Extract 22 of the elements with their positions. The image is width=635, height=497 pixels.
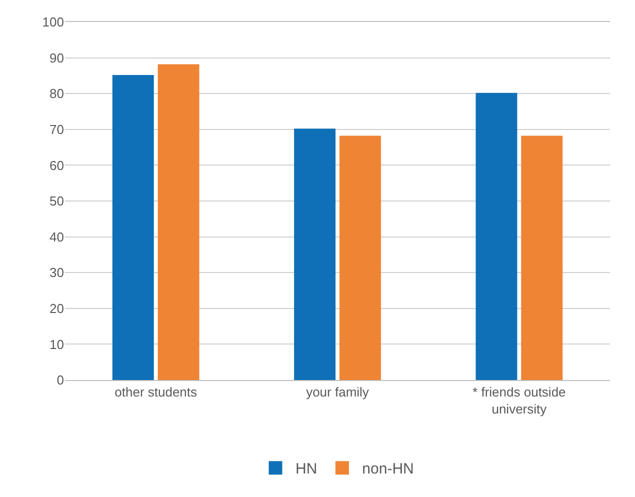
legend-label: HN [296, 460, 318, 478]
y-tick-label: 80 [50, 86, 64, 102]
bar [521, 136, 563, 380]
y-tick-label: 50 [50, 194, 64, 209]
y-tick-label: 30 [50, 265, 64, 280]
bar [294, 128, 336, 380]
x-tick-label: * friends outside university [472, 384, 566, 416]
y-tick-label: 40 [50, 229, 64, 244]
y-tick-label: 60 [50, 158, 64, 173]
y-tick-label: 90 [50, 50, 64, 66]
bar [339, 136, 381, 380]
y-tick-label: 100 [42, 14, 64, 30]
bar [158, 64, 200, 380]
bar [112, 74, 154, 380]
x-tick-label: your family [306, 384, 370, 400]
y-tick-label: 0 [56, 372, 64, 388]
x-tick-label: other students [114, 384, 198, 400]
y-tick-label: 70 [50, 122, 64, 137]
y-tick-label: 20 [50, 300, 64, 316]
legend-label: non-HN [362, 460, 414, 478]
bar [476, 92, 518, 380]
y-tick-label: 10 [50, 336, 64, 352]
